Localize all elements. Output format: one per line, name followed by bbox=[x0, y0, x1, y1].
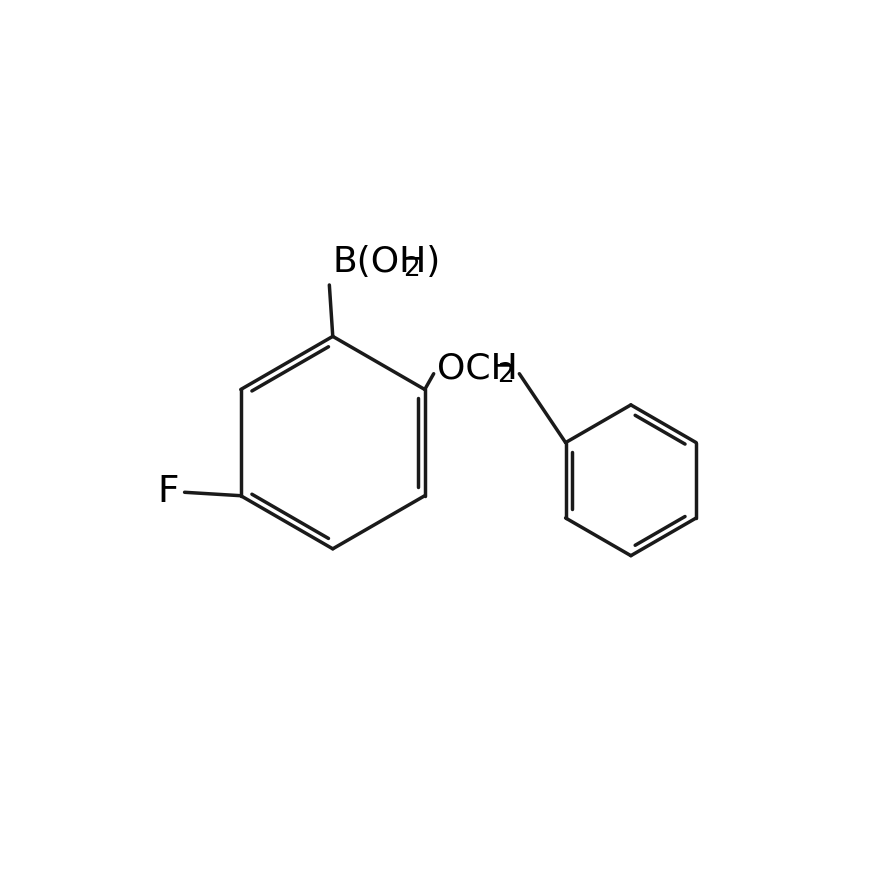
Text: F: F bbox=[158, 474, 179, 510]
Text: B(OH): B(OH) bbox=[333, 246, 441, 279]
Text: 2: 2 bbox=[403, 256, 420, 282]
Text: OCH: OCH bbox=[437, 352, 518, 385]
Text: 2: 2 bbox=[497, 362, 514, 388]
